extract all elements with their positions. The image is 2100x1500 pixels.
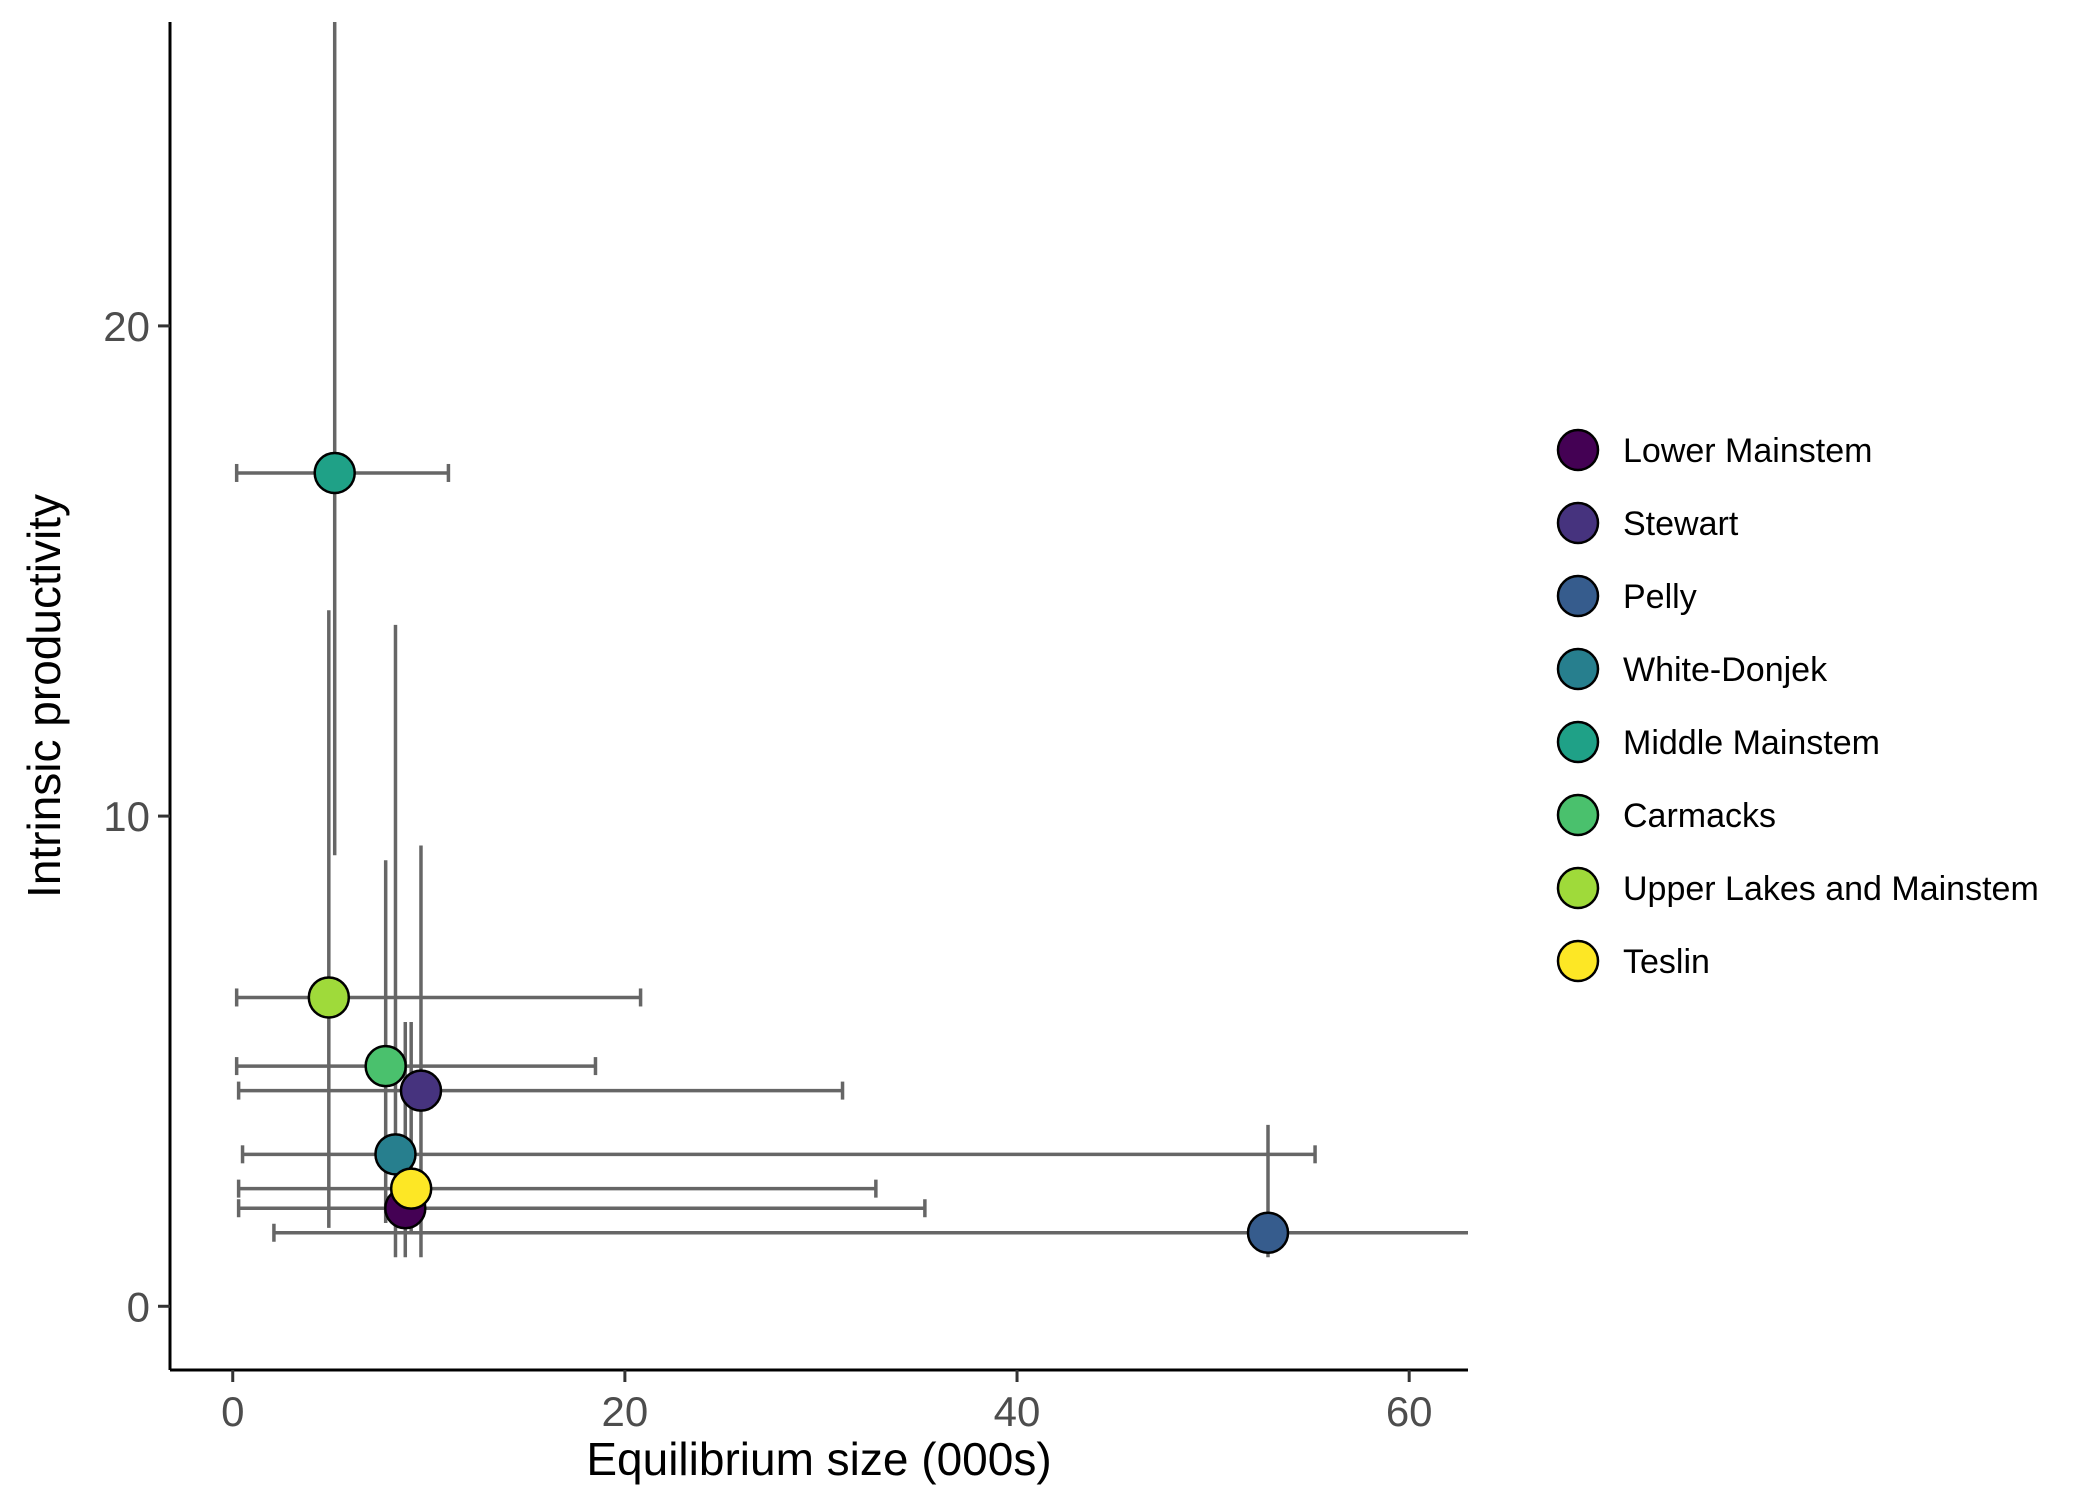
data-point	[389, 1167, 433, 1210]
x-tick-label: 40	[994, 1388, 1041, 1435]
legend-label: Teslin	[1623, 943, 1710, 981]
data-points	[307, 451, 1290, 1254]
legend-key	[1556, 428, 1600, 472]
legend-label: Lower Mainstem	[1623, 432, 1872, 470]
data-point	[313, 451, 356, 495]
x-axis-ticks: 0 20 40 60	[221, 1370, 1433, 1435]
legend-key	[1556, 501, 1600, 545]
x-axis-title: Equilibrium size (000s)	[586, 1433, 1051, 1485]
legend-label: White-Donjek	[1623, 651, 1828, 689]
data-point	[307, 976, 351, 1019]
plot-area	[234, 22, 1468, 1258]
x-tick-label: 60	[1386, 1388, 1433, 1435]
y-axis-title: Intrinsic productivity	[18, 494, 70, 898]
y-axis-ticks: 0 10 20	[103, 303, 170, 1330]
data-point	[399, 1069, 443, 1112]
legend-key	[1556, 574, 1600, 618]
y-tick-label: 10	[103, 793, 150, 840]
legend-key	[1556, 793, 1600, 837]
x-tick-label: 0	[221, 1388, 244, 1435]
legend-label: Upper Lakes and Mainstem	[1623, 870, 2039, 908]
x-tick-label: 20	[602, 1388, 649, 1435]
y-tick-label: 20	[103, 303, 150, 350]
legend: Lower Mainstem Stewart Pelly White-Donjek Mi…	[1556, 428, 2039, 983]
y-tick-label: 0	[127, 1283, 150, 1330]
legend-label: Pelly	[1623, 578, 1697, 616]
legend-key	[1556, 866, 1600, 910]
legend-key	[1556, 720, 1600, 764]
legend-label: Carmacks	[1623, 797, 1776, 835]
legend-label: Stewart	[1623, 505, 1739, 543]
data-point	[364, 1044, 407, 1088]
data-point	[1246, 1211, 1290, 1254]
legend-key	[1556, 647, 1600, 691]
legend-key	[1556, 939, 1600, 983]
legend-label: Middle Mainstem	[1623, 724, 1880, 762]
